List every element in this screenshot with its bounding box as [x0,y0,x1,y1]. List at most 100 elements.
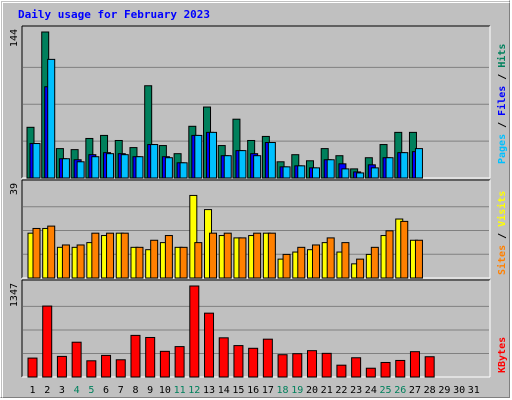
bar-pages-day-14 [223,155,232,179]
legend-entry: KBytes [497,337,508,373]
bar-sites-day-22 [341,242,350,279]
bar-sites-day-17 [267,232,276,279]
bar-kbytes-day-5 [86,360,97,378]
x-tick-label-day-3: 3 [59,385,65,396]
bar-pages-day-6 [106,153,115,179]
x-tick-label-day-15: 15 [232,385,244,396]
bar-pages-day-26 [400,152,409,179]
x-tick-label-day-7: 7 [118,385,124,396]
bar-pages-day-9 [150,144,159,179]
bar-kbytes-day-28 [424,356,435,378]
bar-pages-day-16 [253,155,262,179]
legend-sites-visits: Sites / Visits [496,191,508,275]
y-axis-max-label-middle: 39 [9,183,20,195]
bar-sites-day-10 [164,235,173,279]
legend-entry: Hits [496,44,508,68]
x-tick-label-day-1: 1 [29,385,35,396]
bar-sites-day-27 [414,239,423,279]
legend-kbytes: KBytes [497,337,508,373]
x-tick-label-day-27: 27 [409,385,421,396]
bar-pages-day-25 [385,157,394,179]
bar-kbytes-day-14 [218,337,229,378]
bar-kbytes-day-10 [159,350,170,378]
bar-sites-day-1 [32,227,41,279]
legend-entry: / [497,116,508,134]
x-tick-label-day-13: 13 [203,385,215,396]
bar-sites-day-20 [311,244,320,279]
x-tick-label-day-26: 26 [394,385,406,396]
bar-sites-day-21 [326,237,335,279]
bar-kbytes-day-21 [321,352,332,378]
bar-pages-day-10 [164,157,173,179]
bar-sites-day-2 [47,225,56,279]
x-tick-label-day-10: 10 [159,385,171,396]
bar-sites-day-25 [385,230,394,279]
x-tick-label-day-19: 19 [291,385,303,396]
bar-kbytes-day-23 [351,357,362,378]
x-tick-label-day-11: 11 [174,385,186,396]
bar-pages-day-21 [326,159,335,179]
bar-pages-day-18 [282,166,291,179]
bar-pages-day-27 [414,148,423,179]
bar-pages-day-5 [91,156,100,179]
bar-kbytes-day-27 [409,351,420,378]
bar-sites-day-26 [400,220,409,279]
x-tick-label-day-20: 20 [306,385,318,396]
bar-sites-day-13 [209,232,218,279]
bar-pages-day-8 [135,156,144,179]
bar-sites-day-11 [179,246,188,279]
bar-kbytes-day-13 [204,312,215,378]
bar-kbytes-day-19 [292,353,303,378]
bar-kbytes-day-17 [262,338,273,378]
x-tick-label-day-16: 16 [247,385,259,396]
bar-pages-day-15 [238,150,247,179]
legend-entry: / [497,68,508,86]
x-tick-label-day-14: 14 [218,385,230,396]
bar-sites-day-3 [61,244,70,279]
bar-pages-day-20 [311,167,320,179]
legend-pages-files-hits: Pages / Files / Hits [496,44,508,164]
x-tick-label-day-18: 18 [277,385,289,396]
legend-entry: Sites [496,245,508,275]
x-tick-label-day-29: 29 [438,385,450,396]
legend-entry: / [497,227,508,245]
x-tick-label-day-2: 2 [44,385,50,396]
bar-sites-day-23 [356,258,365,279]
bar-sites-day-5 [91,232,100,279]
chart-title: Daily usage for February 2023 [18,8,211,21]
bar-kbytes-day-3 [56,355,67,378]
x-tick-label-day-30: 30 [453,385,465,396]
y-axis-max-label-bottom: 1347 [9,283,20,307]
y-axis-max-label-top: 144 [9,29,20,47]
bar-pages-day-24 [370,167,379,179]
bar-sites-day-15 [238,237,247,279]
bar-kbytes-day-16 [248,347,259,378]
x-tick-label-day-25: 25 [380,385,392,396]
bar-kbytes-day-7 [115,359,126,378]
bar-sites-day-24 [370,246,379,279]
bar-sites-day-19 [297,246,306,279]
bar-kbytes-day-4 [71,341,82,378]
bar-kbytes-day-26 [395,359,406,378]
x-tick-label-day-31: 31 [468,385,480,396]
x-tick-label-day-22: 22 [335,385,347,396]
x-tick-label-day-6: 6 [103,385,109,396]
bar-pages-day-12 [194,134,203,179]
bar-kbytes-day-11 [174,346,185,378]
bar-sites-day-6 [106,232,115,279]
bar-sites-day-16 [253,232,262,279]
x-tick-label-day-17: 17 [262,385,274,396]
bar-pages-day-23 [356,172,365,179]
bar-kbytes-day-1 [27,357,38,378]
bar-pages-day-19 [297,165,306,179]
bar-kbytes-day-25 [380,361,391,378]
bar-sites-day-18 [282,253,291,279]
x-tick-label-day-9: 9 [147,385,153,396]
bar-kbytes-day-6 [101,354,112,378]
bar-pages-day-22 [341,168,350,179]
bar-kbytes-day-20 [306,350,317,378]
bar-pages-day-1 [32,143,41,179]
x-tick-label-day-23: 23 [350,385,362,396]
